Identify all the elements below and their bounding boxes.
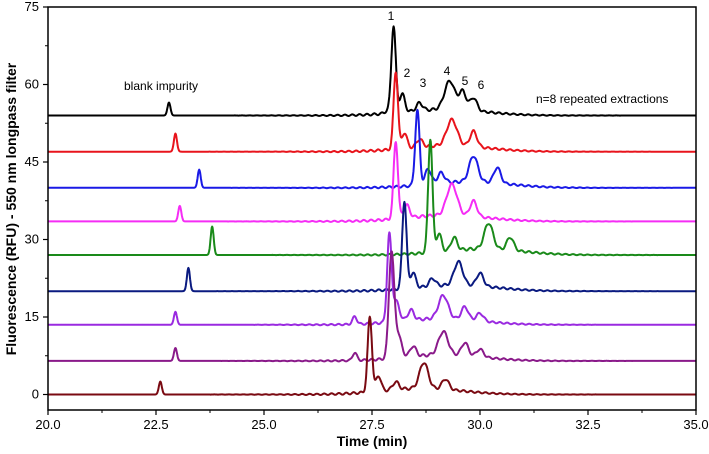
trace-group	[47, 25, 697, 396]
y-tick-label: 60	[25, 77, 39, 92]
peak-label-4: 4	[444, 64, 451, 78]
y-axis: 0 15 30 45 60 75	[25, 0, 48, 402]
peak-label-6: 6	[478, 78, 485, 92]
series-line-extraction-1	[47, 71, 697, 154]
blank-impurity-label: blank impurity	[124, 79, 198, 93]
x-tick-label: 27.5	[359, 417, 384, 432]
series-line-extraction-8	[47, 315, 697, 396]
peak-label-5: 5	[462, 74, 469, 88]
y-tick-label: 75	[25, 0, 39, 14]
y-axis-title: Fluorescence (RFU) - 550 nm longpass fil…	[3, 62, 19, 355]
x-tick-label: 32.5	[575, 417, 600, 432]
peak-label-1: 1	[388, 9, 395, 23]
y-tick-label: 15	[25, 309, 39, 324]
series-line-extraction-5	[47, 200, 697, 293]
series-line-extraction-2	[47, 108, 697, 190]
x-axis: 20.0 22.5 25.0 27.5 30.0 32.5 35.0	[35, 410, 709, 432]
peak-label-3: 3	[420, 76, 427, 90]
series-line-extraction-6	[47, 231, 697, 327]
series-line-extraction-3	[47, 141, 697, 223]
x-axis-title: Time (min)	[337, 433, 408, 449]
x-tick-label: 35.0	[683, 417, 708, 432]
x-tick-label: 25.0	[251, 417, 276, 432]
x-tick-label: 22.5	[143, 417, 168, 432]
series-line-extraction-4	[47, 138, 697, 257]
repeat-note-label: n=8 repeated extractions	[536, 92, 668, 106]
x-tick-label: 30.0	[467, 417, 492, 432]
peak-label-2: 2	[404, 66, 411, 80]
y-tick-label: 45	[25, 154, 39, 169]
series-line-blank	[47, 25, 697, 117]
y-tick-label: 30	[25, 232, 39, 247]
x-tick-label: 20.0	[35, 417, 60, 432]
y-tick-label: 0	[32, 387, 39, 402]
